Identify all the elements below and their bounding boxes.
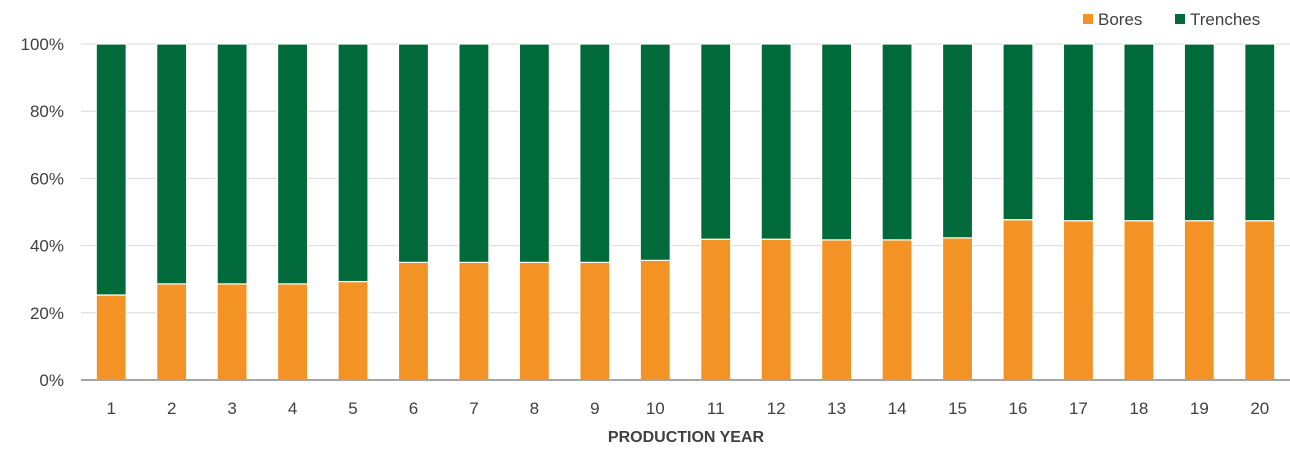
bar-bores-5 <box>337 280 369 381</box>
bar-bores-13 <box>821 239 853 381</box>
x-tick-label: 13 <box>827 399 846 418</box>
bar-trenches-15 <box>941 43 974 239</box>
bar-trenches-16 <box>1002 43 1034 221</box>
y-tick-label: 40% <box>30 237 64 256</box>
x-tick-label: 16 <box>1009 399 1028 418</box>
bar-trenches-1 <box>95 43 127 296</box>
bar-trenches-14 <box>881 43 913 241</box>
x-axis-title: PRODUCTION YEAR <box>608 429 765 446</box>
bar-bores-17 <box>1062 220 1095 381</box>
bar-bores-18 <box>1123 220 1155 381</box>
x-tick-label: 9 <box>590 399 599 418</box>
x-tick-label: 5 <box>348 399 357 418</box>
bar-trenches-6 <box>397 43 430 263</box>
bar-bores-6 <box>397 261 430 381</box>
bar-bores-4 <box>276 283 309 381</box>
bar-bores-11 <box>700 238 732 381</box>
x-tick-label: 14 <box>888 399 907 418</box>
bar-trenches-20 <box>1244 43 1276 222</box>
x-tick-label: 15 <box>948 399 967 418</box>
x-tick-label: 19 <box>1190 399 1209 418</box>
bar-bores-14 <box>881 239 913 381</box>
bar-trenches-5 <box>337 43 369 283</box>
bar-trenches-18 <box>1123 43 1155 222</box>
x-tick-label: 1 <box>106 399 115 418</box>
bar-trenches-19 <box>1183 43 1215 222</box>
gridlines <box>81 43 1290 314</box>
bar-trenches-3 <box>216 43 248 285</box>
x-tick-label: 20 <box>1250 399 1269 418</box>
x-tick-label: 18 <box>1129 399 1148 418</box>
legend-swatch-trenches <box>1175 14 1185 24</box>
bar-bores-7 <box>458 261 490 381</box>
bar-bores-8 <box>518 261 550 381</box>
bar-trenches-2 <box>156 43 188 285</box>
bar-trenches-8 <box>518 43 550 263</box>
x-tick-label: 2 <box>167 399 176 418</box>
y-tick-label: 100% <box>21 35 64 54</box>
bar-trenches-13 <box>821 43 853 241</box>
x-tick-label: 8 <box>530 399 539 418</box>
bar-trenches-4 <box>276 43 309 285</box>
x-tick-label: 7 <box>469 399 478 418</box>
bar-bores-3 <box>216 283 248 381</box>
bar-trenches-9 <box>579 43 611 263</box>
y-tick-label: 20% <box>30 304 64 323</box>
y-tick-label: 0% <box>39 371 64 390</box>
bar-bores-19 <box>1183 220 1215 381</box>
bar-trenches-12 <box>760 43 792 240</box>
bar-bores-16 <box>1002 219 1034 381</box>
bars <box>95 43 1276 381</box>
x-tick-label: 6 <box>409 399 418 418</box>
legend: Bores Trenches <box>1083 10 1260 29</box>
bar-trenches-11 <box>700 43 732 240</box>
axes: 0%20%40%60%80%100%1 2 3 4 5 6 7 8 9 10 11 12 13 14 15 1… <box>21 35 1290 418</box>
bar-bores-20 <box>1244 220 1276 381</box>
bar-trenches-7 <box>458 43 490 263</box>
bar-bores-1 <box>95 294 127 381</box>
bar-bores-2 <box>156 283 188 381</box>
y-tick-label: 80% <box>30 102 64 121</box>
legend-label-bores: Bores <box>1098 10 1142 29</box>
bar-bores-9 <box>579 261 611 381</box>
legend-label-trenches: Trenches <box>1190 10 1260 29</box>
x-tick-label: 3 <box>227 399 236 418</box>
x-tick-label: 12 <box>767 399 786 418</box>
x-tick-label: 10 <box>646 399 665 418</box>
bar-bores-10 <box>639 259 671 381</box>
x-tick-label: 11 <box>707 399 725 418</box>
bar-trenches-17 <box>1062 43 1095 222</box>
legend-swatch-bores <box>1083 14 1093 24</box>
x-tick-label: 4 <box>288 399 297 418</box>
y-tick-label: 60% <box>30 169 64 188</box>
bar-trenches-10 <box>639 43 671 261</box>
x-tick-label: 17 <box>1069 399 1088 418</box>
bar-bores-15 <box>941 237 974 381</box>
bar-bores-12 <box>760 238 792 381</box>
